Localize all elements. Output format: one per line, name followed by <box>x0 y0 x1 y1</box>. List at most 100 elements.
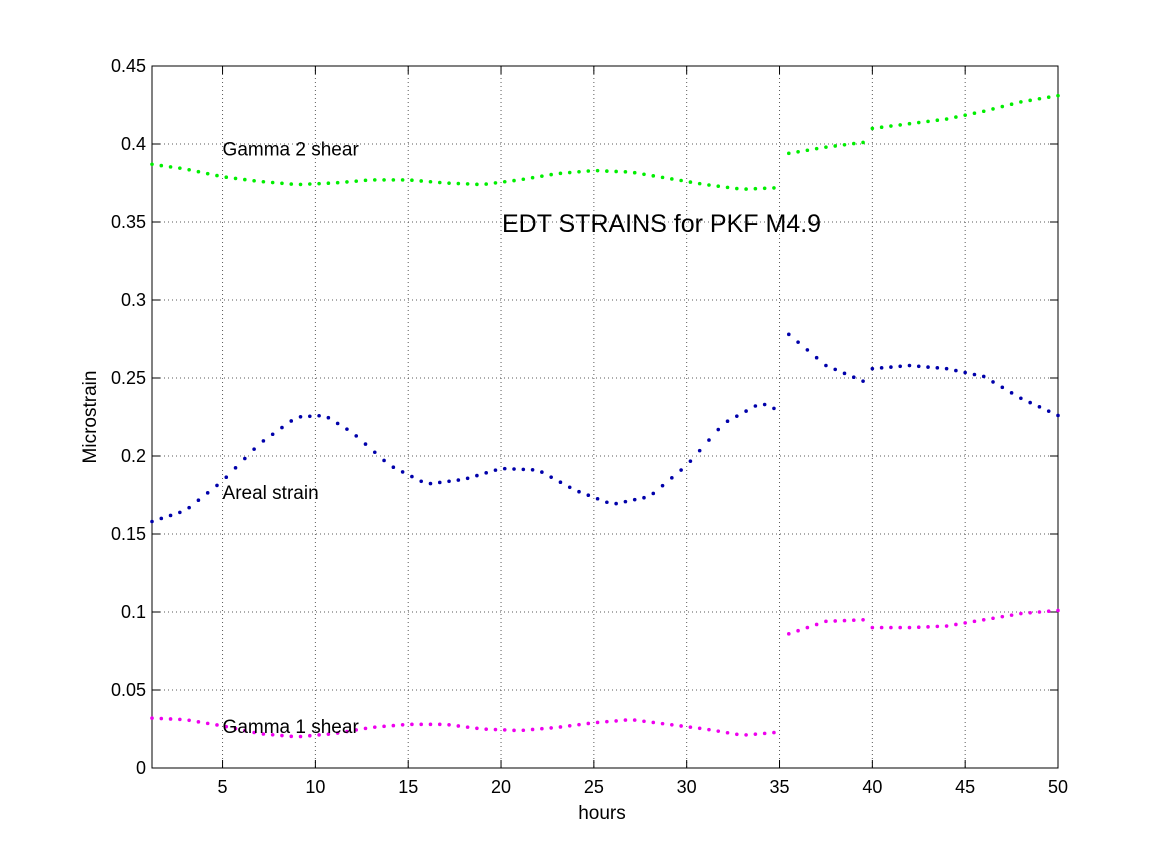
data-point <box>493 468 498 472</box>
tick-labels: 5 10 15 20 25 30 35 40 45 50 0 0.05 0.1 0.15 0.2 0.25 0.… <box>111 56 1068 797</box>
series-gamma2-shear <box>150 93 1060 191</box>
data-point <box>824 619 828 624</box>
data-point <box>861 140 865 145</box>
data-point <box>168 513 173 518</box>
data-point <box>614 501 618 506</box>
data-point <box>484 471 488 475</box>
data-point <box>289 419 294 423</box>
data-point <box>651 174 656 178</box>
data-point <box>595 720 600 725</box>
data-point <box>558 725 563 729</box>
data-point <box>363 442 368 446</box>
data-point <box>252 730 256 735</box>
data-point <box>772 406 776 411</box>
data-point <box>205 171 210 176</box>
data-point <box>577 722 581 727</box>
data-point <box>851 618 856 622</box>
data-point <box>786 151 791 156</box>
data-point <box>178 166 182 170</box>
data-point <box>150 716 154 720</box>
data-point <box>716 729 721 733</box>
data-point <box>447 479 451 484</box>
x-tick-label: 25 <box>584 777 604 797</box>
data-point <box>851 375 856 380</box>
data-point <box>991 107 995 111</box>
data-point <box>670 722 674 727</box>
data-point <box>614 719 618 723</box>
data-point <box>345 180 349 184</box>
data-point <box>623 499 628 504</box>
data-point <box>605 500 609 505</box>
data-point <box>981 618 986 622</box>
data-point <box>363 726 368 731</box>
data-point <box>558 480 563 485</box>
data-point <box>1046 609 1051 614</box>
y-axis-title: Microstrain <box>80 371 101 464</box>
data-point <box>335 421 340 426</box>
data-point <box>1019 100 1023 104</box>
data-point <box>907 625 912 630</box>
data-point <box>851 141 856 146</box>
data-point <box>372 178 377 182</box>
annotation-gamma2-shear: Gamma 2 shear <box>223 140 360 161</box>
data-point <box>916 120 921 125</box>
data-point <box>889 365 893 369</box>
data-point <box>879 125 884 130</box>
data-point <box>786 632 791 636</box>
data-point <box>326 732 331 736</box>
data-point <box>447 722 451 727</box>
data-point <box>512 728 516 733</box>
data-point <box>382 458 386 463</box>
data-point <box>861 618 865 622</box>
y-tick-label: 0.45 <box>111 56 146 76</box>
data-point <box>762 186 767 191</box>
grid <box>152 65 1059 769</box>
data-point <box>540 726 544 731</box>
data-point <box>549 726 553 730</box>
data-point <box>842 618 847 623</box>
data-point <box>805 625 810 630</box>
data-point <box>586 169 591 173</box>
data-point <box>428 481 433 486</box>
data-point <box>549 475 553 479</box>
data-point <box>567 485 572 490</box>
data-point <box>744 187 748 191</box>
data-point <box>786 332 791 337</box>
data-point <box>326 181 331 186</box>
data-point <box>879 366 884 370</box>
data-point <box>935 624 940 629</box>
data-point <box>725 730 730 735</box>
data-point <box>744 733 748 737</box>
data-point <box>530 727 535 732</box>
data-point <box>530 175 535 180</box>
x-tick-label: 10 <box>305 777 325 797</box>
data-point <box>926 119 930 124</box>
data-point <box>484 182 488 186</box>
x-tick-label: 50 <box>1048 777 1068 797</box>
data-point <box>642 172 646 177</box>
data-point <box>261 439 266 443</box>
data-point <box>261 179 266 184</box>
data-point <box>354 434 359 438</box>
x-axis-title: hours <box>578 803 626 824</box>
series-layer <box>150 93 1060 739</box>
data-point <box>954 622 958 627</box>
data-point <box>772 730 776 735</box>
data-point <box>159 516 164 521</box>
data-point <box>289 734 294 739</box>
data-point <box>660 483 665 488</box>
data-point <box>270 180 275 185</box>
data-point <box>744 409 748 413</box>
data-point <box>586 493 591 498</box>
data-point <box>224 724 229 729</box>
data-point <box>280 425 284 430</box>
data-point <box>540 470 544 474</box>
data-point <box>372 450 377 455</box>
data-point <box>972 372 977 377</box>
data-point <box>159 716 164 721</box>
data-point <box>642 495 646 500</box>
data-point <box>697 726 702 731</box>
data-point <box>796 628 800 633</box>
data-point <box>317 733 321 737</box>
